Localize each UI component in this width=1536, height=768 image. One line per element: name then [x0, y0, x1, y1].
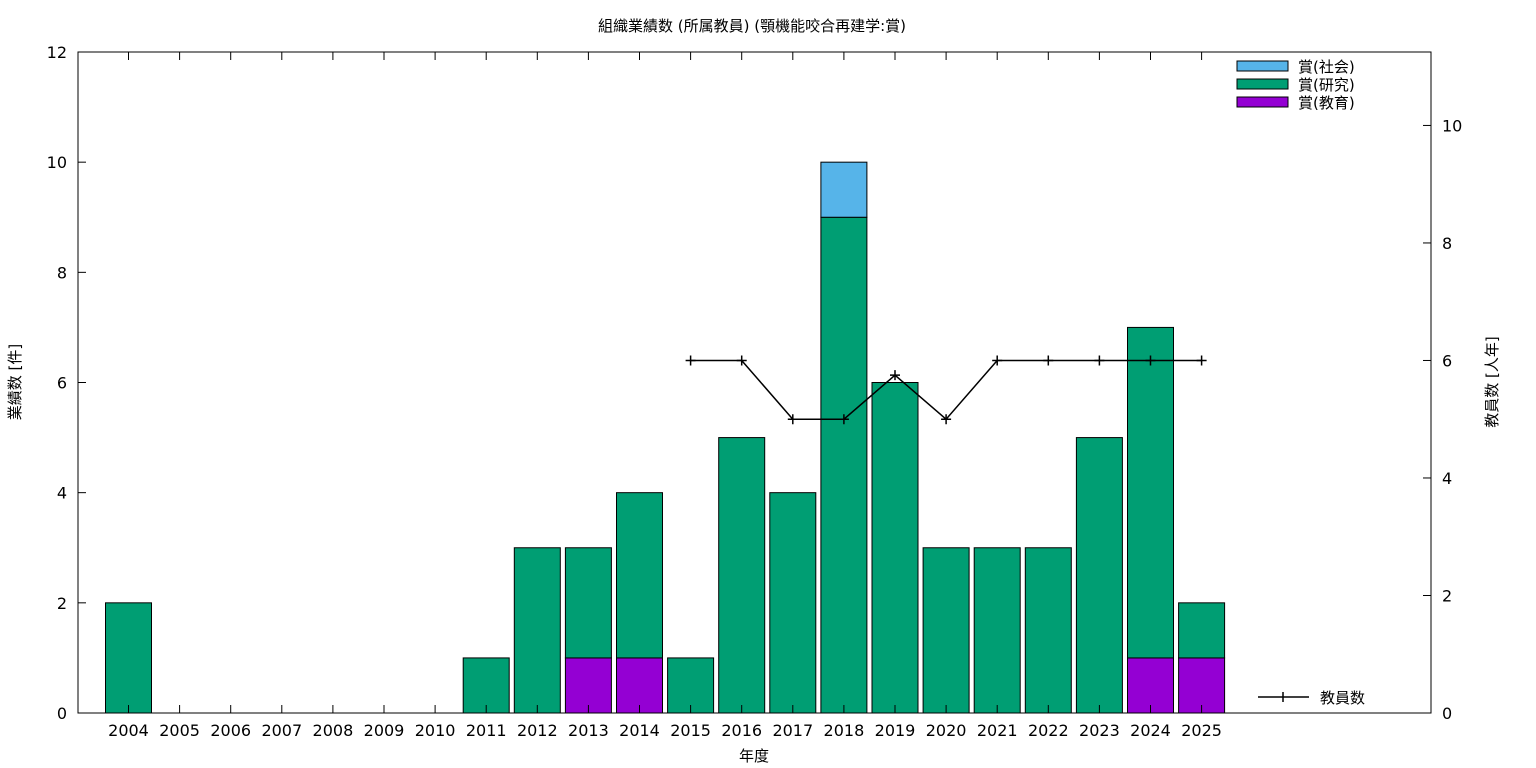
x-tick-label-2006: 2006	[210, 721, 251, 740]
bar-2013-series-0	[564, 657, 612, 714]
bar-2011-series-1	[462, 657, 510, 714]
y2-tick-label-0: 0	[1442, 704, 1452, 723]
teacher-count-point-0	[685, 355, 696, 366]
x-tick-label-2025: 2025	[1181, 721, 1222, 740]
x-tick-label-2012: 2012	[517, 721, 558, 740]
chart-title: 組織業績数 (所属教員) (顎機能咬合再建学:賞)	[598, 17, 906, 35]
bar-2024-series-1	[1127, 326, 1174, 659]
teacher-count-point-9	[1145, 355, 1156, 366]
teacher-count-point-1	[736, 355, 747, 366]
x-tick-label-2013: 2013	[568, 721, 609, 740]
y-tick-label-1: 2	[57, 594, 67, 613]
bar-2021-series-1	[973, 547, 1021, 714]
y-tick-label-4: 8	[57, 263, 67, 282]
y2-axis-title: 教員数 [人年]	[1483, 336, 1501, 427]
y-tick-label-3: 6	[57, 374, 67, 393]
legend-label-1: 賞(研究)	[1298, 76, 1355, 94]
x-tick-label-2015: 2015	[670, 721, 711, 740]
bar-2025-series-1	[1178, 602, 1226, 659]
y2-tick-label-2: 4	[1442, 469, 1452, 488]
y-tick-label-6: 12	[47, 43, 67, 62]
x-tick-label-2021: 2021	[977, 721, 1018, 740]
bar-2016-series-1	[718, 437, 766, 714]
y2-tick-label-1: 2	[1442, 586, 1452, 605]
x-tick-label-2004: 2004	[108, 721, 149, 740]
bar-2004-series-1	[105, 602, 152, 714]
bar-2012-series-1	[513, 547, 561, 714]
teacher-count-point-3	[838, 414, 849, 425]
x-tick-label-2005: 2005	[159, 721, 200, 740]
bar-2014-series-0	[616, 657, 663, 714]
x-tick-label-2016: 2016	[721, 721, 762, 740]
legend-label-0: 賞(社会)	[1298, 58, 1355, 76]
bar-2018-series-2	[820, 161, 868, 218]
bar-2020-series-1	[922, 547, 970, 714]
x-tick-label-2010: 2010	[415, 721, 456, 740]
x-tick-label-2024: 2024	[1130, 721, 1171, 740]
bar-2022-series-1	[1024, 547, 1072, 714]
x-tick-label-2018: 2018	[824, 721, 865, 740]
x-tick-label-2017: 2017	[772, 721, 813, 740]
teacher-count-line-layer	[685, 355, 1207, 425]
legend-swatch-2	[1236, 96, 1289, 108]
teacher-count-point-5	[941, 414, 952, 425]
legend: 賞(社会)賞(研究)賞(教育) 教員数	[1236, 58, 1365, 707]
bar-2013-series-1	[564, 547, 612, 659]
bar-2017-series-1	[769, 492, 817, 714]
teacher-count-point-4	[890, 370, 900, 381]
bar-2023-series-1	[1075, 437, 1123, 714]
y-axis-ticks: 0 2 4 6 8 10 12	[47, 43, 86, 723]
y-axis-title: 業績数 [件]	[6, 344, 24, 420]
y2-tick-label-4: 8	[1442, 234, 1452, 253]
teacher-count-line	[690, 359, 1202, 421]
legend-label-2: 賞(教育)	[1298, 94, 1355, 112]
y-tick-label-5: 10	[47, 153, 67, 172]
x-axis-title: 年度	[739, 747, 769, 765]
x-tick-label-2009: 2009	[364, 721, 405, 740]
x-tick-label-2008: 2008	[313, 721, 354, 740]
x-tick-label-2011: 2011	[466, 721, 507, 740]
x-tick-label-2007: 2007	[261, 721, 302, 740]
x-tick-label-2014: 2014	[619, 721, 660, 740]
y-tick-label-0: 0	[57, 704, 67, 723]
y2-tick-label-5: 10	[1442, 116, 1462, 135]
x-tick-label-2020: 2020	[926, 721, 967, 740]
y2-tick-label-3: 6	[1442, 351, 1452, 370]
bar-2025-series-0	[1178, 657, 1226, 714]
legend-swatch-0	[1236, 60, 1289, 72]
teacher-count-point-10	[1196, 355, 1207, 366]
bar-2019-series-1	[871, 382, 919, 714]
teacher-count-point-2	[787, 414, 798, 425]
teacher-count-point-7	[1043, 355, 1054, 366]
y2-axis-ticks: 0 2 4 6 8 10	[1423, 116, 1462, 723]
teacher-count-point-6	[992, 355, 1003, 366]
x-tick-label-2019: 2019	[875, 721, 916, 740]
bars-layer	[105, 161, 1226, 714]
x-tick-label-2022: 2022	[1028, 721, 1069, 740]
bar-2018-series-1	[820, 216, 868, 714]
bar-2015-series-1	[667, 657, 715, 714]
bar-2024-series-0	[1127, 657, 1174, 714]
x-axis-ticks: 2004 2005 2006 2007 2008 2009 2010 2011 2012 2013…	[108, 52, 1222, 740]
x-tick-label-2023: 2023	[1079, 721, 1120, 740]
teacher-count-point-8	[1094, 355, 1105, 366]
bar-2014-series-1	[616, 492, 663, 659]
y-tick-label-2: 4	[57, 484, 67, 503]
legend-line-label: 教員数	[1320, 689, 1365, 707]
legend-swatch-1	[1236, 78, 1289, 90]
